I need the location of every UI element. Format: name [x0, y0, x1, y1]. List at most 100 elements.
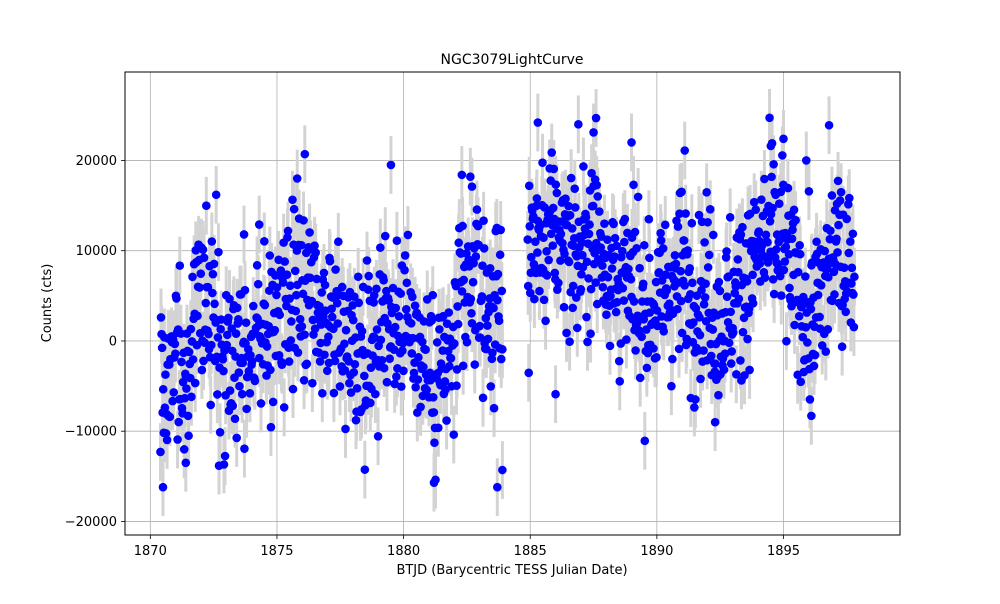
data-point	[561, 194, 570, 204]
data-point	[232, 303, 242, 313]
data-point	[847, 263, 857, 273]
x-tick-label: 1875	[260, 544, 293, 559]
data-point	[676, 266, 685, 276]
data-point	[372, 284, 381, 294]
data-point	[238, 358, 248, 368]
data-point	[392, 236, 402, 245]
data-point	[475, 321, 485, 331]
data-point	[220, 451, 230, 461]
data-point	[177, 357, 186, 367]
data-point	[620, 214, 630, 224]
data-point	[467, 182, 477, 191]
data-point	[587, 168, 596, 178]
data-point	[794, 311, 804, 321]
data-point	[156, 313, 166, 322]
data-point	[345, 378, 354, 388]
data-point	[827, 191, 837, 200]
data-point	[835, 196, 845, 205]
data-point	[773, 260, 783, 270]
data-point	[823, 325, 833, 334]
data-point	[429, 478, 439, 487]
data-point	[614, 356, 624, 366]
data-point	[320, 280, 330, 290]
data-point	[478, 393, 488, 403]
data-point	[254, 220, 264, 229]
data-point	[578, 250, 587, 260]
data-point	[392, 372, 401, 381]
data-point	[754, 227, 764, 236]
y-tick-label: −20000	[65, 515, 117, 530]
data-point	[683, 246, 693, 255]
data-point	[422, 385, 431, 395]
data-point	[699, 346, 708, 355]
data-point	[413, 375, 423, 384]
data-point	[673, 222, 683, 231]
data-point	[727, 347, 737, 356]
data-point	[382, 377, 392, 387]
data-point	[574, 120, 583, 129]
data-point	[300, 149, 310, 159]
data-point	[635, 373, 645, 383]
data-point	[598, 282, 608, 292]
data-point	[453, 319, 463, 329]
data-point	[216, 324, 225, 334]
data-point	[260, 237, 269, 246]
data-point	[282, 270, 292, 279]
data-point	[158, 385, 168, 394]
data-point	[761, 230, 771, 240]
data-point	[810, 350, 820, 360]
data-point	[582, 312, 591, 322]
data-point	[544, 255, 553, 265]
data-point	[332, 298, 342, 308]
data-point	[408, 292, 417, 302]
data-point	[324, 332, 333, 342]
data-point	[228, 401, 238, 411]
data-point	[244, 366, 254, 376]
data-point	[242, 404, 251, 414]
data-point	[406, 319, 416, 328]
data-point	[297, 240, 306, 250]
data-point	[173, 435, 182, 444]
data-point	[237, 389, 247, 399]
data-point	[470, 360, 480, 369]
data-point	[680, 146, 690, 155]
data-point	[350, 292, 359, 302]
data-point	[694, 210, 704, 220]
data-point	[331, 265, 340, 274]
data-point	[586, 284, 596, 294]
data-point	[586, 329, 595, 338]
data-point	[230, 414, 240, 424]
data-point	[445, 361, 454, 371]
data-point	[440, 377, 450, 386]
data-point	[209, 259, 219, 269]
data-point	[539, 233, 548, 242]
data-point	[200, 338, 209, 347]
data-point	[769, 159, 778, 169]
data-point	[820, 246, 830, 256]
data-point	[211, 190, 221, 200]
data-point	[795, 249, 805, 259]
data-point	[776, 291, 786, 300]
data-point	[688, 278, 697, 288]
data-point	[252, 260, 262, 270]
data-point	[700, 238, 709, 247]
data-point	[255, 353, 264, 363]
data-point	[593, 192, 603, 201]
data-point	[454, 238, 464, 248]
data-point	[525, 288, 535, 298]
data-point	[812, 237, 821, 247]
data-point	[736, 356, 745, 365]
data-point	[774, 199, 784, 209]
data-point	[605, 341, 615, 351]
data-point	[317, 388, 327, 398]
data-point	[564, 257, 574, 267]
data-point	[656, 228, 665, 238]
data-point	[399, 366, 408, 376]
data-point	[174, 417, 183, 427]
y-tick-label: −10000	[65, 425, 117, 440]
data-point	[216, 315, 226, 324]
data-point	[459, 275, 469, 285]
data-point	[728, 328, 738, 337]
data-point	[659, 327, 668, 336]
